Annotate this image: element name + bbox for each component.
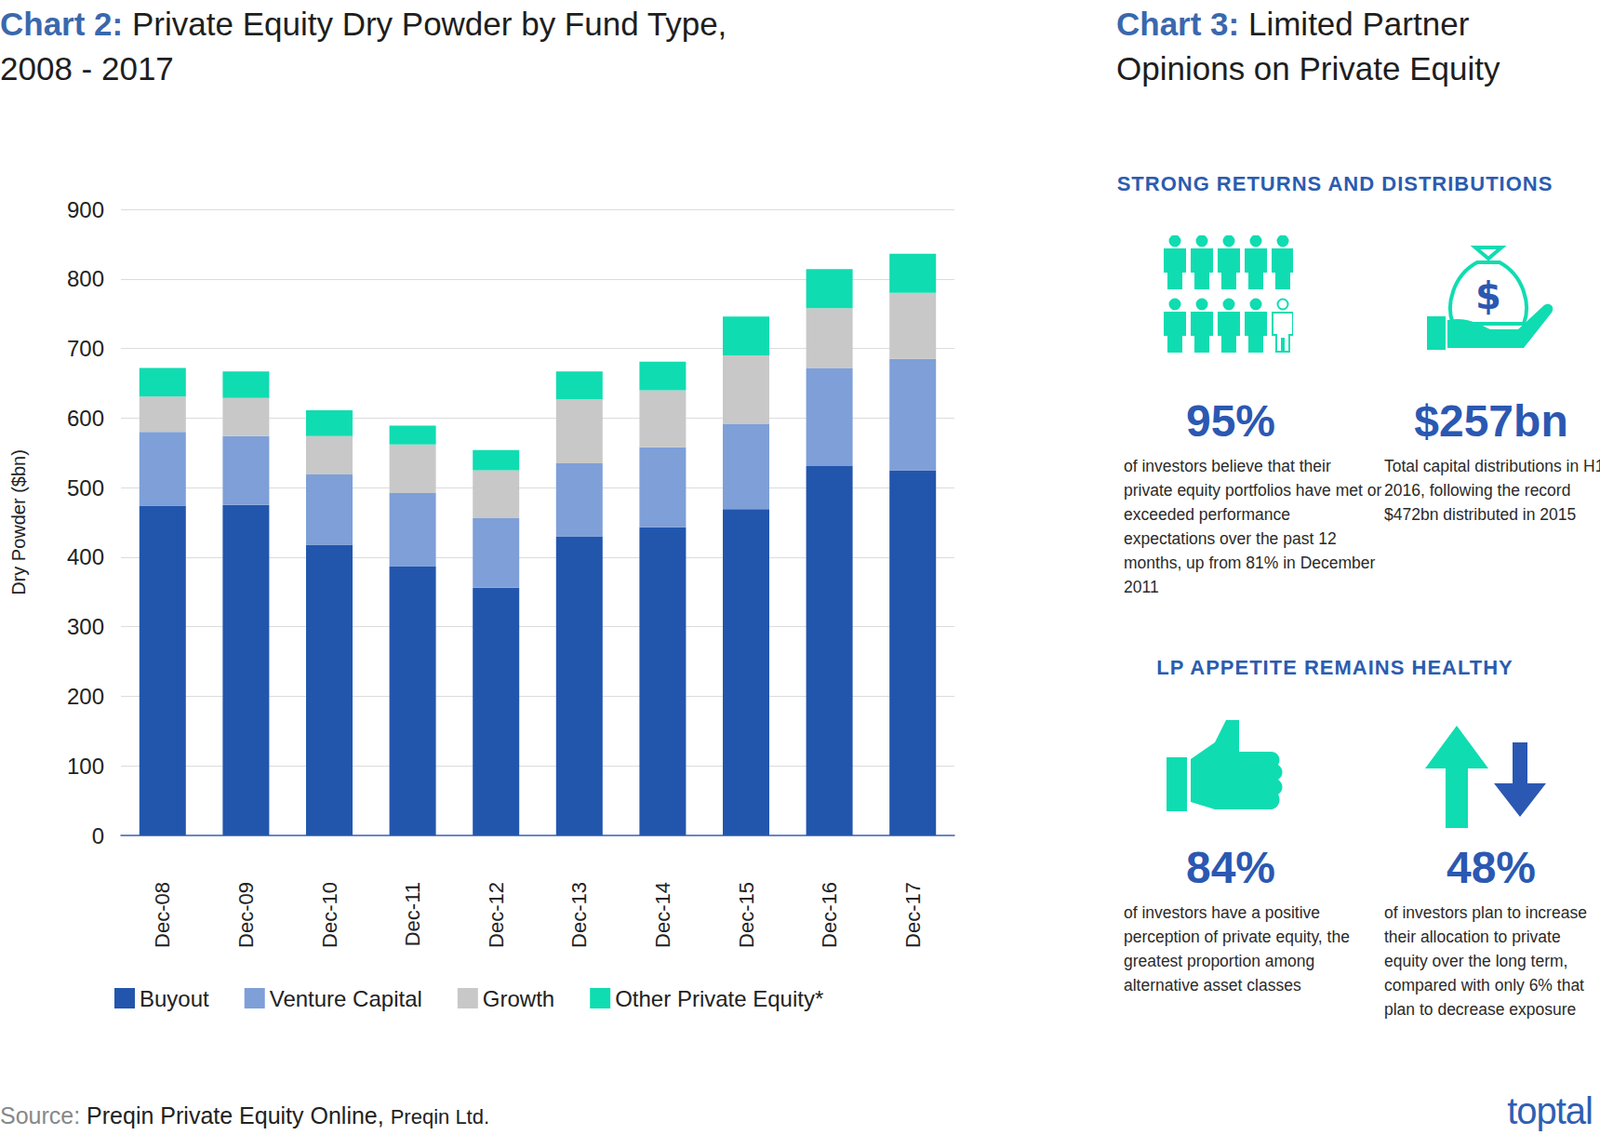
html-text:LP APPETITE REMAINS HEALTHY: LP APPETITE REMAINS HEALTHY (1156, 655, 1514, 680)
svg-text:100: 100 (66, 753, 105, 779)
html-text:of investors have a positive p: of investors have a positive perception … (1123, 903, 1350, 995)
svg-text:400: 400 (66, 544, 105, 570)
html-text:of investors plan to increase: of investors plan to increase their allo… (1384, 903, 1587, 1019)
html-text:of investors believe that thei: of investors believe that their private … (1123, 456, 1382, 597)
svg-text:500: 500 (66, 475, 105, 501)
svg-text:Venture Capital: Venture Capital (269, 986, 423, 1012)
svg-text:200: 200 (66, 683, 105, 709)
svg-text:700: 700 (66, 335, 105, 361)
svg-text:Dec-15: Dec-15 (734, 881, 759, 948)
svg-text:Dec-08: Dec-08 (150, 881, 174, 948)
html-text:$257bn: $257bn (1414, 396, 1569, 446)
html-text:toptal: toptal (1507, 1090, 1593, 1132)
svg-text:Dec-17: Dec-17 (901, 881, 925, 948)
svg-text:Dec-11: Dec-11 (400, 881, 425, 947)
svg-text:Dec-10: Dec-10 (318, 881, 342, 948)
svg-text:Buyout: Buyout (139, 986, 210, 1012)
svg-text:600: 600 (66, 405, 105, 431)
svg-text:Dec-09: Dec-09 (234, 881, 258, 948)
svg-text:Growth: Growth (482, 986, 555, 1012)
html-text:84%: 84% (1186, 842, 1276, 893)
html-text:STRONG RETURNS AND DISTRIBUTIO: STRONG RETURNS AND DISTRIBUTIONS (1116, 172, 1553, 196)
svg-text:Other Private Equity*: Other Private Equity* (614, 986, 824, 1012)
svg-text:Dec-13: Dec-13 (567, 881, 591, 948)
svg-text:Dry Powder ($bn): Dry Powder ($bn) (8, 449, 29, 596)
svg-text:Dec-14: Dec-14 (651, 881, 675, 948)
svg-text:$: $ (1475, 274, 1502, 318)
html-text:Chart 3: Limited Partner Opini: Chart 3: Limited Partner Opinions on Pri… (1116, 5, 1500, 87)
svg-text:0: 0 (92, 823, 105, 849)
svg-text:900: 900 (66, 197, 105, 223)
html-text:48%: 48% (1446, 842, 1536, 893)
svg-text:Dec-12: Dec-12 (484, 881, 508, 948)
svg-text:800: 800 (66, 266, 105, 292)
html-text:95%: 95% (1186, 396, 1276, 446)
svg-text:300: 300 (66, 613, 105, 640)
html-text:Source: Preqin Private Equity: Source: Preqin Private Equity Online, Pr… (0, 1102, 490, 1129)
svg-text:Dec-16: Dec-16 (817, 881, 841, 948)
html-text:Chart 2: Private Equity Dry Po: Chart 2: Private Equity Dry Powder by Fu… (0, 5, 727, 87)
